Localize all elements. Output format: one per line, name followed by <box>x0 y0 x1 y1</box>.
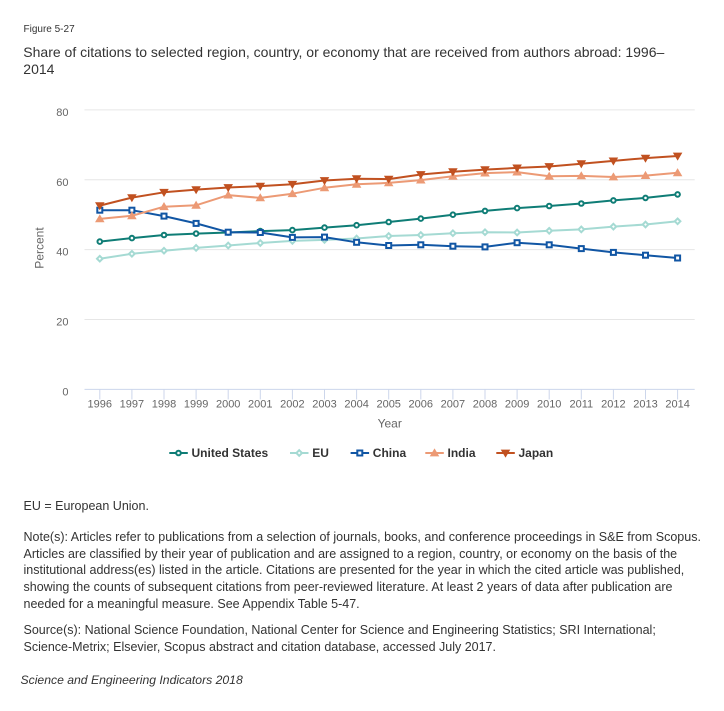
svg-text:China: China <box>373 446 407 460</box>
svg-text:40: 40 <box>56 247 68 259</box>
svg-text:0: 0 <box>62 386 68 398</box>
svg-text:Japan: Japan <box>519 446 554 460</box>
svg-text:2010: 2010 <box>537 398 561 410</box>
svg-text:2012: 2012 <box>601 398 625 410</box>
svg-text:2005: 2005 <box>376 398 400 410</box>
svg-text:2006: 2006 <box>409 398 433 410</box>
svg-text:2007: 2007 <box>441 398 465 410</box>
svg-text:1996: 1996 <box>88 398 112 410</box>
svg-text:2014: 2014 <box>665 398 689 410</box>
svg-text:80: 80 <box>56 107 68 119</box>
svg-text:60: 60 <box>56 177 68 189</box>
svg-text:2013: 2013 <box>633 398 657 410</box>
svg-text:2011: 2011 <box>569 398 593 410</box>
svg-text:United States: United States <box>192 446 269 460</box>
svg-text:Year: Year <box>378 417 402 431</box>
svg-text:India: India <box>448 446 476 460</box>
svg-text:2008: 2008 <box>473 398 497 410</box>
svg-text:1998: 1998 <box>152 398 176 410</box>
svg-text:Percent: Percent <box>33 227 47 269</box>
svg-text:1997: 1997 <box>120 398 144 410</box>
svg-text:1999: 1999 <box>184 398 208 410</box>
svg-text:2004: 2004 <box>344 398 368 410</box>
svg-text:2003: 2003 <box>312 398 336 410</box>
svg-text:20: 20 <box>56 317 68 329</box>
svg-text:2002: 2002 <box>280 398 304 410</box>
svg-text:2009: 2009 <box>505 398 529 410</box>
svg-text:EU: EU <box>312 446 329 460</box>
svg-text:2000: 2000 <box>216 398 240 410</box>
svg-text:2001: 2001 <box>248 398 272 410</box>
